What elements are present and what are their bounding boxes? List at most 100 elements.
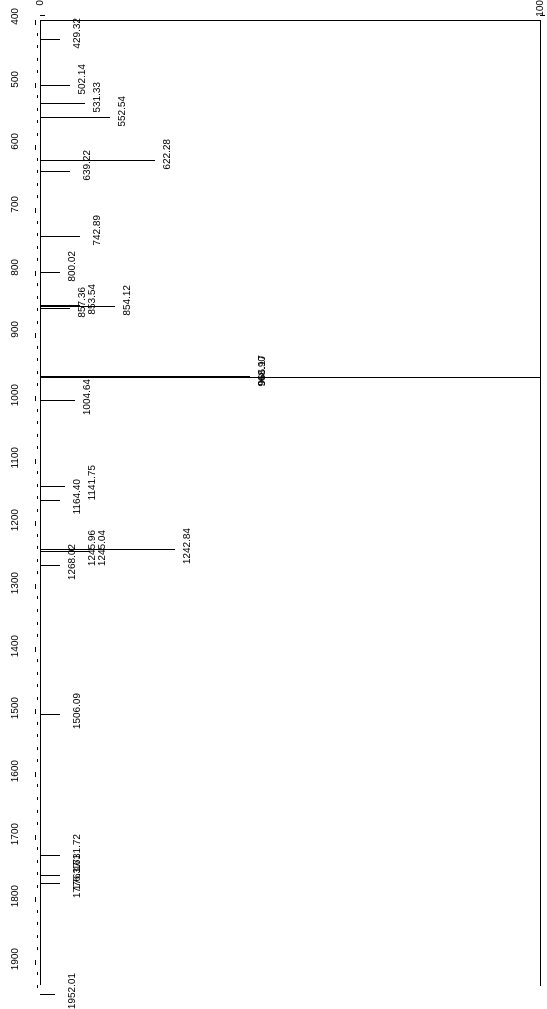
- x-axis-minor-tick: [37, 947, 38, 950]
- spectrum-peak: [40, 994, 55, 995]
- x-axis-minor-tick: [37, 258, 38, 261]
- x-axis-minor-tick: [37, 609, 38, 612]
- y-axis-label: 0: [35, 0, 46, 6]
- x-axis-minor-tick: [37, 195, 38, 198]
- x-axis-minor-tick: [37, 885, 38, 888]
- x-axis-label: 500: [10, 71, 21, 88]
- x-axis-minor-tick: [37, 321, 38, 324]
- x-axis-label: 700: [10, 196, 21, 213]
- x-axis-minor-tick: [37, 810, 38, 813]
- x-axis-minor-tick: [37, 659, 38, 662]
- x-axis-minor-tick: [37, 358, 38, 361]
- x-axis-label: 1600: [10, 760, 21, 782]
- x-axis-label: 1800: [10, 885, 21, 907]
- peak-label: 853.54: [87, 284, 98, 315]
- x-axis-label: 1700: [10, 823, 21, 845]
- peak-label: 502.14: [77, 64, 88, 95]
- x-axis-label: 1100: [10, 447, 21, 469]
- spectrum-peak: [40, 565, 60, 566]
- x-axis-label: 1200: [10, 509, 21, 531]
- x-axis-minor-tick: [37, 935, 38, 938]
- x-axis-minor-tick: [37, 684, 38, 687]
- x-axis-minor-tick: [37, 409, 38, 412]
- x-axis-tick: [35, 521, 36, 526]
- peak-label: 800.02: [67, 251, 78, 282]
- x-axis-minor-tick: [37, 634, 38, 637]
- y-axis-tick: [40, 15, 45, 16]
- spectrum-peak: [40, 883, 60, 884]
- x-axis-minor-tick: [37, 133, 38, 136]
- x-axis-minor-tick: [37, 446, 38, 449]
- spectrum-peak: [40, 39, 60, 40]
- x-axis-minor-tick: [37, 95, 38, 98]
- x-axis-minor-tick: [37, 596, 38, 599]
- baseline: [40, 20, 41, 985]
- y-axis-label: 100: [535, 0, 546, 17]
- x-axis-tick: [35, 20, 36, 25]
- peak-label: 854.12: [122, 285, 133, 316]
- x-axis-label: 400: [10, 8, 21, 25]
- x-axis-tick: [35, 459, 36, 464]
- x-axis-minor-tick: [37, 484, 38, 487]
- x-axis-minor-tick: [37, 622, 38, 625]
- peak-label: 639.22: [82, 150, 93, 181]
- peak-label: 857.36: [77, 287, 88, 318]
- x-axis-minor-tick: [37, 922, 38, 925]
- x-axis-minor-tick: [37, 822, 38, 825]
- spectrum-peak: [40, 400, 75, 401]
- x-axis-minor-tick: [37, 158, 38, 161]
- peak-label: 1776.17: [72, 862, 83, 898]
- x-axis-minor-tick: [37, 108, 38, 111]
- x-axis-tick: [35, 396, 36, 401]
- peak-label: 429.32: [72, 18, 83, 49]
- peak-label: 1141.75: [87, 465, 98, 500]
- x-axis-minor-tick: [37, 534, 38, 537]
- spectrum-chart: 429.32502.14531.33552.54622.28639.22742.…: [0, 0, 547, 1000]
- x-axis-minor-tick: [37, 296, 38, 299]
- x-axis-minor-tick: [37, 509, 38, 512]
- peak-label: 1245.04: [97, 530, 108, 566]
- x-axis-tick: [35, 83, 36, 88]
- peak-label: 1952.01: [67, 973, 78, 1009]
- x-axis-minor-tick: [37, 697, 38, 700]
- peak-label: 552.54: [117, 96, 128, 127]
- x-axis-tick: [35, 584, 36, 589]
- spectrum-peak: [40, 171, 70, 172]
- x-axis-minor-tick: [37, 759, 38, 762]
- x-axis-label: 1500: [10, 697, 21, 719]
- x-axis-tick: [35, 647, 36, 652]
- peak-label: 1164.40: [72, 479, 83, 514]
- x-axis-minor-tick: [37, 421, 38, 424]
- spectrum-peak: [40, 486, 65, 487]
- x-axis-minor-tick: [37, 471, 38, 474]
- x-axis-minor-tick: [37, 797, 38, 800]
- spectrum-peak: [40, 117, 110, 118]
- x-axis-minor-tick: [37, 383, 38, 386]
- x-axis-minor-tick: [37, 371, 38, 374]
- x-axis-tick: [35, 772, 36, 777]
- x-axis-minor-tick: [37, 747, 38, 750]
- x-axis-minor-tick: [37, 283, 38, 286]
- x-axis-minor-tick: [37, 120, 38, 123]
- peak-label: 622.28: [162, 139, 173, 170]
- plot-area: [40, 20, 541, 986]
- x-axis-minor-tick: [37, 985, 38, 988]
- peak-label: 968.90: [257, 356, 268, 387]
- x-axis-minor-tick: [37, 233, 38, 236]
- peak-label: 1268.02: [67, 544, 78, 580]
- x-axis-tick: [35, 271, 36, 276]
- spectrum-peak: [40, 377, 250, 378]
- x-axis-minor-tick: [37, 346, 38, 349]
- spectrum-peak: [40, 875, 60, 876]
- x-axis-label: 600: [10, 133, 21, 150]
- x-axis-minor-tick: [37, 559, 38, 562]
- x-axis-label: 1900: [10, 948, 21, 970]
- x-axis-minor-tick: [37, 734, 38, 737]
- spectrum-peak: [40, 308, 70, 309]
- x-axis-minor-tick: [37, 910, 38, 913]
- spectrum-peak: [40, 160, 155, 161]
- peak-label: 742.89: [92, 215, 103, 246]
- x-axis-minor-tick: [37, 33, 38, 36]
- peak-label: 1506.09: [72, 693, 83, 729]
- spectrum-peak: [40, 236, 80, 237]
